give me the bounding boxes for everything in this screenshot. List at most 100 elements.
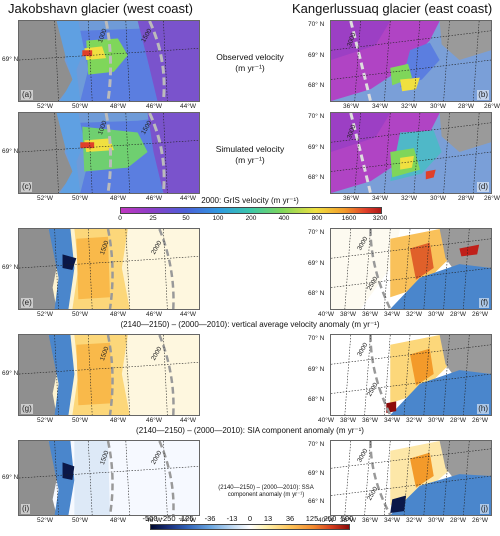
velocity-colorbar bbox=[120, 207, 382, 214]
anomaly-colorbar-tick: -125 bbox=[178, 514, 194, 523]
lat-tick: 70° N bbox=[308, 21, 325, 28]
anomaly-colorbar-tick: 13 bbox=[263, 514, 273, 523]
observed-velocity-label: Observed velocity (m yr⁻¹) bbox=[216, 52, 284, 73]
lon-tick: 38°W bbox=[340, 417, 356, 424]
lon-tick: 44°W bbox=[180, 417, 196, 424]
lon-tick: 26°W bbox=[484, 103, 500, 110]
anomaly-colorbar-tick: -250 bbox=[160, 514, 176, 523]
lon-tick: 34°W bbox=[384, 517, 400, 524]
lon-tick: 32°W bbox=[401, 103, 417, 110]
lon-tick: 44°W bbox=[180, 311, 196, 318]
panel-g-jakobshavn-sia-anomaly: (g) bbox=[18, 334, 200, 416]
velocity-colorbar-tick: 0 bbox=[118, 215, 122, 222]
velocity-colorbar-tick: 100 bbox=[212, 215, 224, 222]
lon-tick: 36°W bbox=[362, 311, 378, 318]
velocity-colorbar-tick: 3200 bbox=[372, 215, 388, 222]
lon-tick: 44°W bbox=[180, 103, 196, 110]
lat-tick: 68° N bbox=[308, 82, 325, 89]
panel-a-jakobshavn-observed: (a) bbox=[18, 20, 200, 102]
lon-tick: 40°W bbox=[318, 311, 334, 318]
lat-tick: 69° N bbox=[2, 370, 19, 377]
lat-tick: 69° N bbox=[308, 144, 325, 151]
velocity-colorbar-tick: 400 bbox=[278, 215, 290, 222]
panel-h-kangerlussuaq-sia-anomaly: (h) bbox=[330, 334, 492, 416]
lon-tick: 32°W bbox=[406, 517, 422, 524]
lon-tick: 52°W bbox=[37, 195, 53, 202]
lat-tick: 69° N bbox=[2, 264, 19, 271]
ssa-anomaly-caption: (2140—2150) – (2000—2010): SSA component… bbox=[218, 485, 314, 498]
lat-tick: 69° N bbox=[308, 470, 325, 477]
lat-tick: 68° N bbox=[308, 396, 325, 403]
lon-tick: 48°W bbox=[110, 517, 126, 524]
lon-tick: 30°W bbox=[430, 195, 446, 202]
lon-tick: 26°W bbox=[484, 195, 500, 202]
panel-e-jakobshavn-vertical-anomaly: (e) bbox=[18, 228, 200, 310]
panel-letter: (b) bbox=[477, 90, 489, 100]
lon-tick: 30°W bbox=[430, 103, 446, 110]
lon-tick: 52°W bbox=[37, 417, 53, 424]
velocity-colorbar-tick: 1600 bbox=[341, 215, 357, 222]
lon-tick: 40°W bbox=[318, 417, 334, 424]
lon-tick: 52°W bbox=[37, 311, 53, 318]
anomaly-colorbar-tick: -36 bbox=[204, 514, 216, 523]
lon-tick: 46°W bbox=[146, 195, 162, 202]
lon-tick: 32°W bbox=[406, 311, 422, 318]
lon-tick: 46°W bbox=[146, 311, 162, 318]
left-column-title: Jakobshavn glacier (west coast) bbox=[8, 1, 193, 16]
anomaly-colorbar-tick: 250 bbox=[323, 514, 337, 523]
lon-tick: 38°W bbox=[340, 311, 356, 318]
lon-tick: 40°W bbox=[318, 517, 334, 524]
panel-j-kangerlussuaq-ssa-anomaly: (j) bbox=[330, 440, 492, 516]
lon-tick: 28°W bbox=[450, 517, 466, 524]
lon-tick: 36°W bbox=[362, 517, 378, 524]
lon-tick: 34°W bbox=[384, 417, 400, 424]
panel-i-jakobshavn-ssa-anomaly: (i) bbox=[18, 440, 200, 516]
simulated-velocity-label: Simulated velocity (m yr⁻¹) bbox=[215, 144, 285, 165]
lon-tick: 46°W bbox=[146, 103, 162, 110]
lon-tick: 30°W bbox=[428, 517, 444, 524]
lat-tick: 69° N bbox=[2, 148, 19, 155]
panel-b-kangerlussuaq-observed: (b) bbox=[330, 20, 492, 102]
lat-tick: 69° N bbox=[2, 56, 19, 63]
panel-letter: (d) bbox=[477, 182, 489, 192]
lon-tick: 32°W bbox=[401, 195, 417, 202]
velocity-colorbar-tick: 50 bbox=[182, 215, 190, 222]
lon-tick: 26°W bbox=[472, 417, 488, 424]
lat-tick: 70° N bbox=[308, 441, 325, 448]
lon-tick: 34°W bbox=[372, 103, 388, 110]
lat-tick: 70° N bbox=[308, 113, 325, 120]
lon-tick: 52°W bbox=[37, 103, 53, 110]
lon-tick: 50°W bbox=[72, 195, 88, 202]
lon-tick: 32°W bbox=[406, 417, 422, 424]
lon-tick: 44°W bbox=[180, 517, 196, 524]
lon-tick: 52°W bbox=[37, 517, 53, 524]
lon-tick: 26°W bbox=[472, 517, 488, 524]
lat-tick: 70° N bbox=[308, 335, 325, 342]
lat-tick: 69° N bbox=[2, 474, 19, 481]
lon-tick: 48°W bbox=[110, 311, 126, 318]
lon-tick: 46°W bbox=[146, 417, 162, 424]
lat-tick: 69° N bbox=[308, 52, 325, 59]
lat-tick: 68° N bbox=[308, 290, 325, 297]
lat-tick: 70° N bbox=[308, 229, 325, 236]
lon-tick: 48°W bbox=[110, 417, 126, 424]
panel-letter: (i) bbox=[21, 504, 31, 514]
lon-tick: 46°W bbox=[146, 517, 162, 524]
lon-tick: 36°W bbox=[362, 417, 378, 424]
lat-tick: 69° N bbox=[308, 366, 325, 373]
anomaly-colorbar-tick: 0 bbox=[247, 514, 253, 523]
lon-tick: 50°W bbox=[72, 103, 88, 110]
lat-tick: 68° N bbox=[308, 174, 325, 181]
panel-letter: (a) bbox=[21, 90, 33, 100]
lon-tick: 48°W bbox=[110, 103, 126, 110]
sia-anomaly-caption: (2140—2150) – (2000—2010): SIA component… bbox=[136, 426, 364, 435]
lon-tick: 28°W bbox=[450, 417, 466, 424]
lat-tick: 69° N bbox=[308, 260, 325, 267]
anomaly-colorbar bbox=[150, 524, 350, 530]
lon-tick: 48°W bbox=[110, 195, 126, 202]
anomaly-colorbar-tick: -500 bbox=[142, 514, 158, 523]
panel-f-kangerlussuaq-vertical-anomaly: (f) bbox=[330, 228, 492, 310]
velocity-colorbar-tick: 200 bbox=[245, 215, 257, 222]
lon-tick: 26°W bbox=[472, 311, 488, 318]
panel-c-jakobshavn-simulated: (c) bbox=[18, 112, 200, 194]
